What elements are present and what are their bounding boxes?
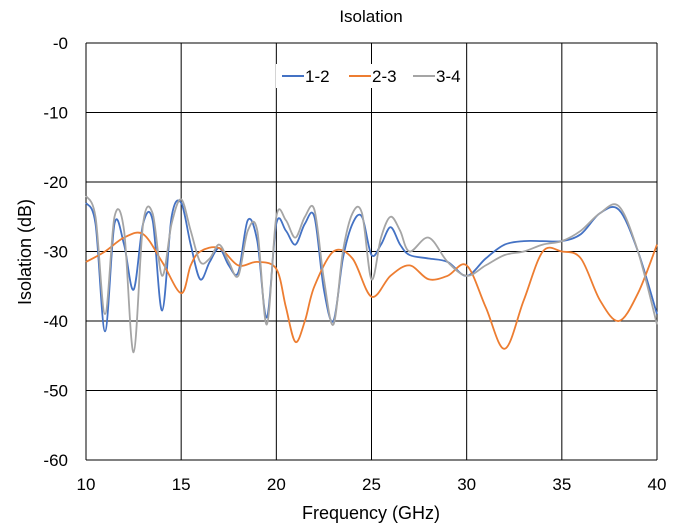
x-tick-label: 35 — [552, 475, 571, 494]
y-tick-label: -60 — [43, 451, 68, 470]
x-axis-label: Frequency (GHz) — [302, 503, 440, 523]
legend-label-3-4: 3-4 — [436, 67, 461, 86]
y-tick-label: -10 — [43, 104, 68, 123]
y-tick-label: -50 — [43, 382, 68, 401]
chart-title: Isolation — [339, 7, 402, 26]
x-tick-label: 40 — [648, 475, 667, 494]
y-tick-label: -0 — [53, 34, 68, 53]
y-tick-label: -40 — [43, 312, 68, 331]
x-tick-label: 20 — [267, 475, 286, 494]
x-tick-label: 25 — [362, 475, 381, 494]
tick-labels: -0 -10 -20 -30 -40 -50 -60 10 15 20 25 30 35 40 — [43, 34, 666, 494]
legend: 1-2 2-3 3-4 — [276, 64, 466, 88]
legend-label-1-2: 1-2 — [305, 67, 330, 86]
series-lines — [85, 195, 658, 354]
legend-label-2-3: 2-3 — [372, 67, 397, 86]
y-tick-label: -20 — [43, 173, 68, 192]
y-axis-label: Isolation (dB) — [15, 199, 35, 305]
x-tick-label: 15 — [172, 475, 191, 494]
x-tick-label: 30 — [457, 475, 476, 494]
series-line-1-2 — [85, 199, 658, 333]
x-tick-label: 10 — [77, 475, 96, 494]
series-line-3-4 — [85, 195, 658, 354]
y-tick-label: -30 — [43, 243, 68, 262]
